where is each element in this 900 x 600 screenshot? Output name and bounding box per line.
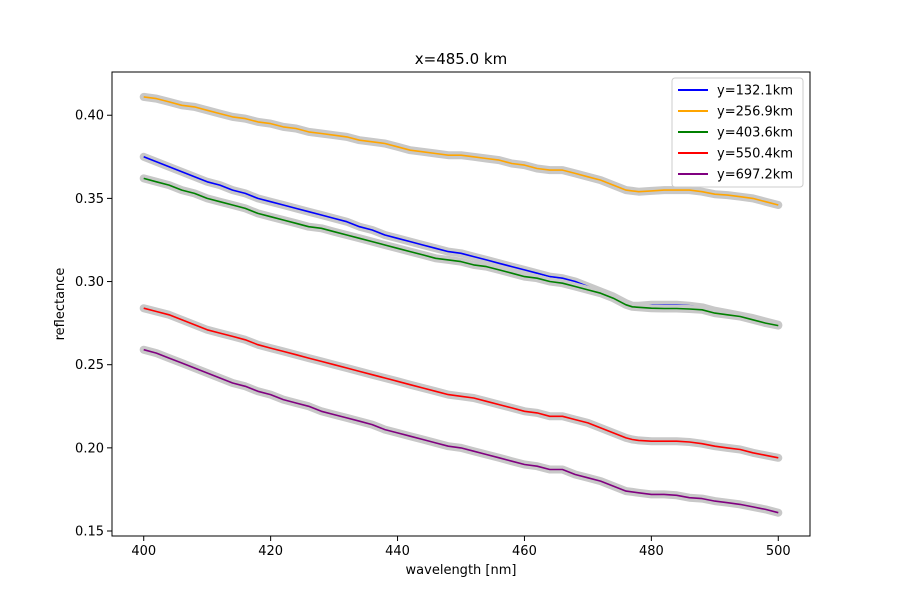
legend-label-3: y=550.4km xyxy=(717,147,793,162)
axes-frame xyxy=(111,71,811,537)
series-line-3 xyxy=(143,307,779,459)
x-tick-label: 480 xyxy=(639,544,664,559)
x-tick-label: 440 xyxy=(385,544,410,559)
x-tick-label: 460 xyxy=(512,544,537,559)
y-tick-label: 0.35 xyxy=(75,192,104,207)
series-line-4 xyxy=(143,348,779,514)
y-tick-label: 0.20 xyxy=(75,441,104,456)
series-line-2 xyxy=(143,177,779,327)
y-tick-label: 0.15 xyxy=(75,525,104,540)
x-tick-label: 420 xyxy=(258,544,283,559)
legend-label-2: y=403.6km xyxy=(717,126,793,141)
x-tick-label: 500 xyxy=(766,544,791,559)
legend-box xyxy=(671,77,804,188)
axis-ticks: 400 420 440 460 480 500 0.15 0.20 0.25 0.30 0.35 0.… xyxy=(75,109,791,559)
series-line-1 xyxy=(143,96,779,206)
y-tick-label: 0.30 xyxy=(75,275,104,290)
legend-label-1: y=256.9km xyxy=(717,105,793,120)
x-tick-label: 400 xyxy=(131,544,156,559)
x-axis-label: wavelength [nm] xyxy=(406,563,517,578)
y-tick-label: 0.25 xyxy=(75,358,104,373)
y-tick-label: 0.40 xyxy=(75,109,104,124)
y-axis-label: reflectance xyxy=(53,268,68,341)
legend-label-4: y=697.2km xyxy=(717,168,793,183)
chart-title: x=485.0 km xyxy=(415,50,507,68)
legend: y=132.1km y=256.9km y=403.6km y=550.4km y=69… xyxy=(671,77,804,188)
legend-label-0: y=132.1km xyxy=(717,84,793,99)
plot-area xyxy=(139,92,783,517)
